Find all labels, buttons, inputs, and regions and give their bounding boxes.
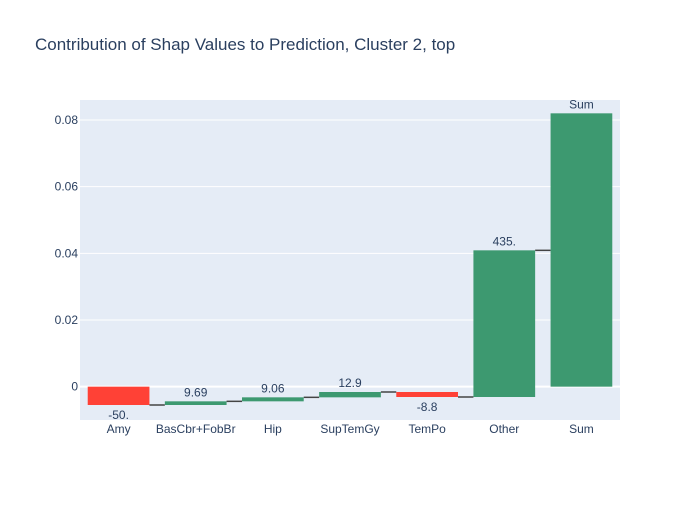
- y-axis-ticks: 0 0.02 0.04 0.06 0.08: [55, 113, 79, 394]
- x-tick-label: Other: [489, 422, 519, 436]
- y-tick-label: 0: [71, 380, 78, 394]
- bar: [550, 113, 613, 387]
- y-tick-label: 0.06: [55, 180, 79, 194]
- x-tick-label: BasCbr+FobBr: [156, 422, 236, 436]
- bar: [87, 386, 150, 405]
- x-tick-label: Hip: [264, 422, 282, 436]
- x-tick-label: TemPo: [408, 422, 446, 436]
- data-label: 12.9: [338, 376, 362, 390]
- bar: [473, 250, 536, 397]
- bars: [87, 113, 613, 405]
- chart-title: Contribution of Shap Values to Predictio…: [35, 35, 455, 54]
- y-tick-label: 0.02: [55, 313, 79, 327]
- x-tick-label: SupTemGy: [320, 422, 379, 436]
- bar: [164, 401, 227, 405]
- x-axis-ticks: Amy BasCbr+FobBr Hip SupTemGy TemPo Other Sum: [107, 422, 594, 436]
- bar: [319, 392, 381, 398]
- data-label: 9.06: [261, 381, 285, 395]
- data-label: -8.8: [417, 400, 438, 414]
- data-label: -50.: [108, 408, 129, 422]
- y-tick-label: 0.04: [55, 246, 79, 260]
- data-label: Sum: [569, 97, 594, 111]
- bar: [396, 392, 458, 397]
- x-tick-label: Sum: [569, 422, 594, 436]
- data-labels: -50. 9.69 9.06 12.9 -8.8 435. Sum: [108, 97, 594, 422]
- x-tick-label: Amy: [107, 422, 131, 436]
- plot-area: [80, 100, 620, 420]
- data-label: 435.: [493, 234, 516, 248]
- connector-lines: [149, 249, 551, 406]
- data-label: 9.69: [184, 385, 208, 399]
- bar: [242, 397, 304, 402]
- y-tick-label: 0.08: [55, 113, 79, 127]
